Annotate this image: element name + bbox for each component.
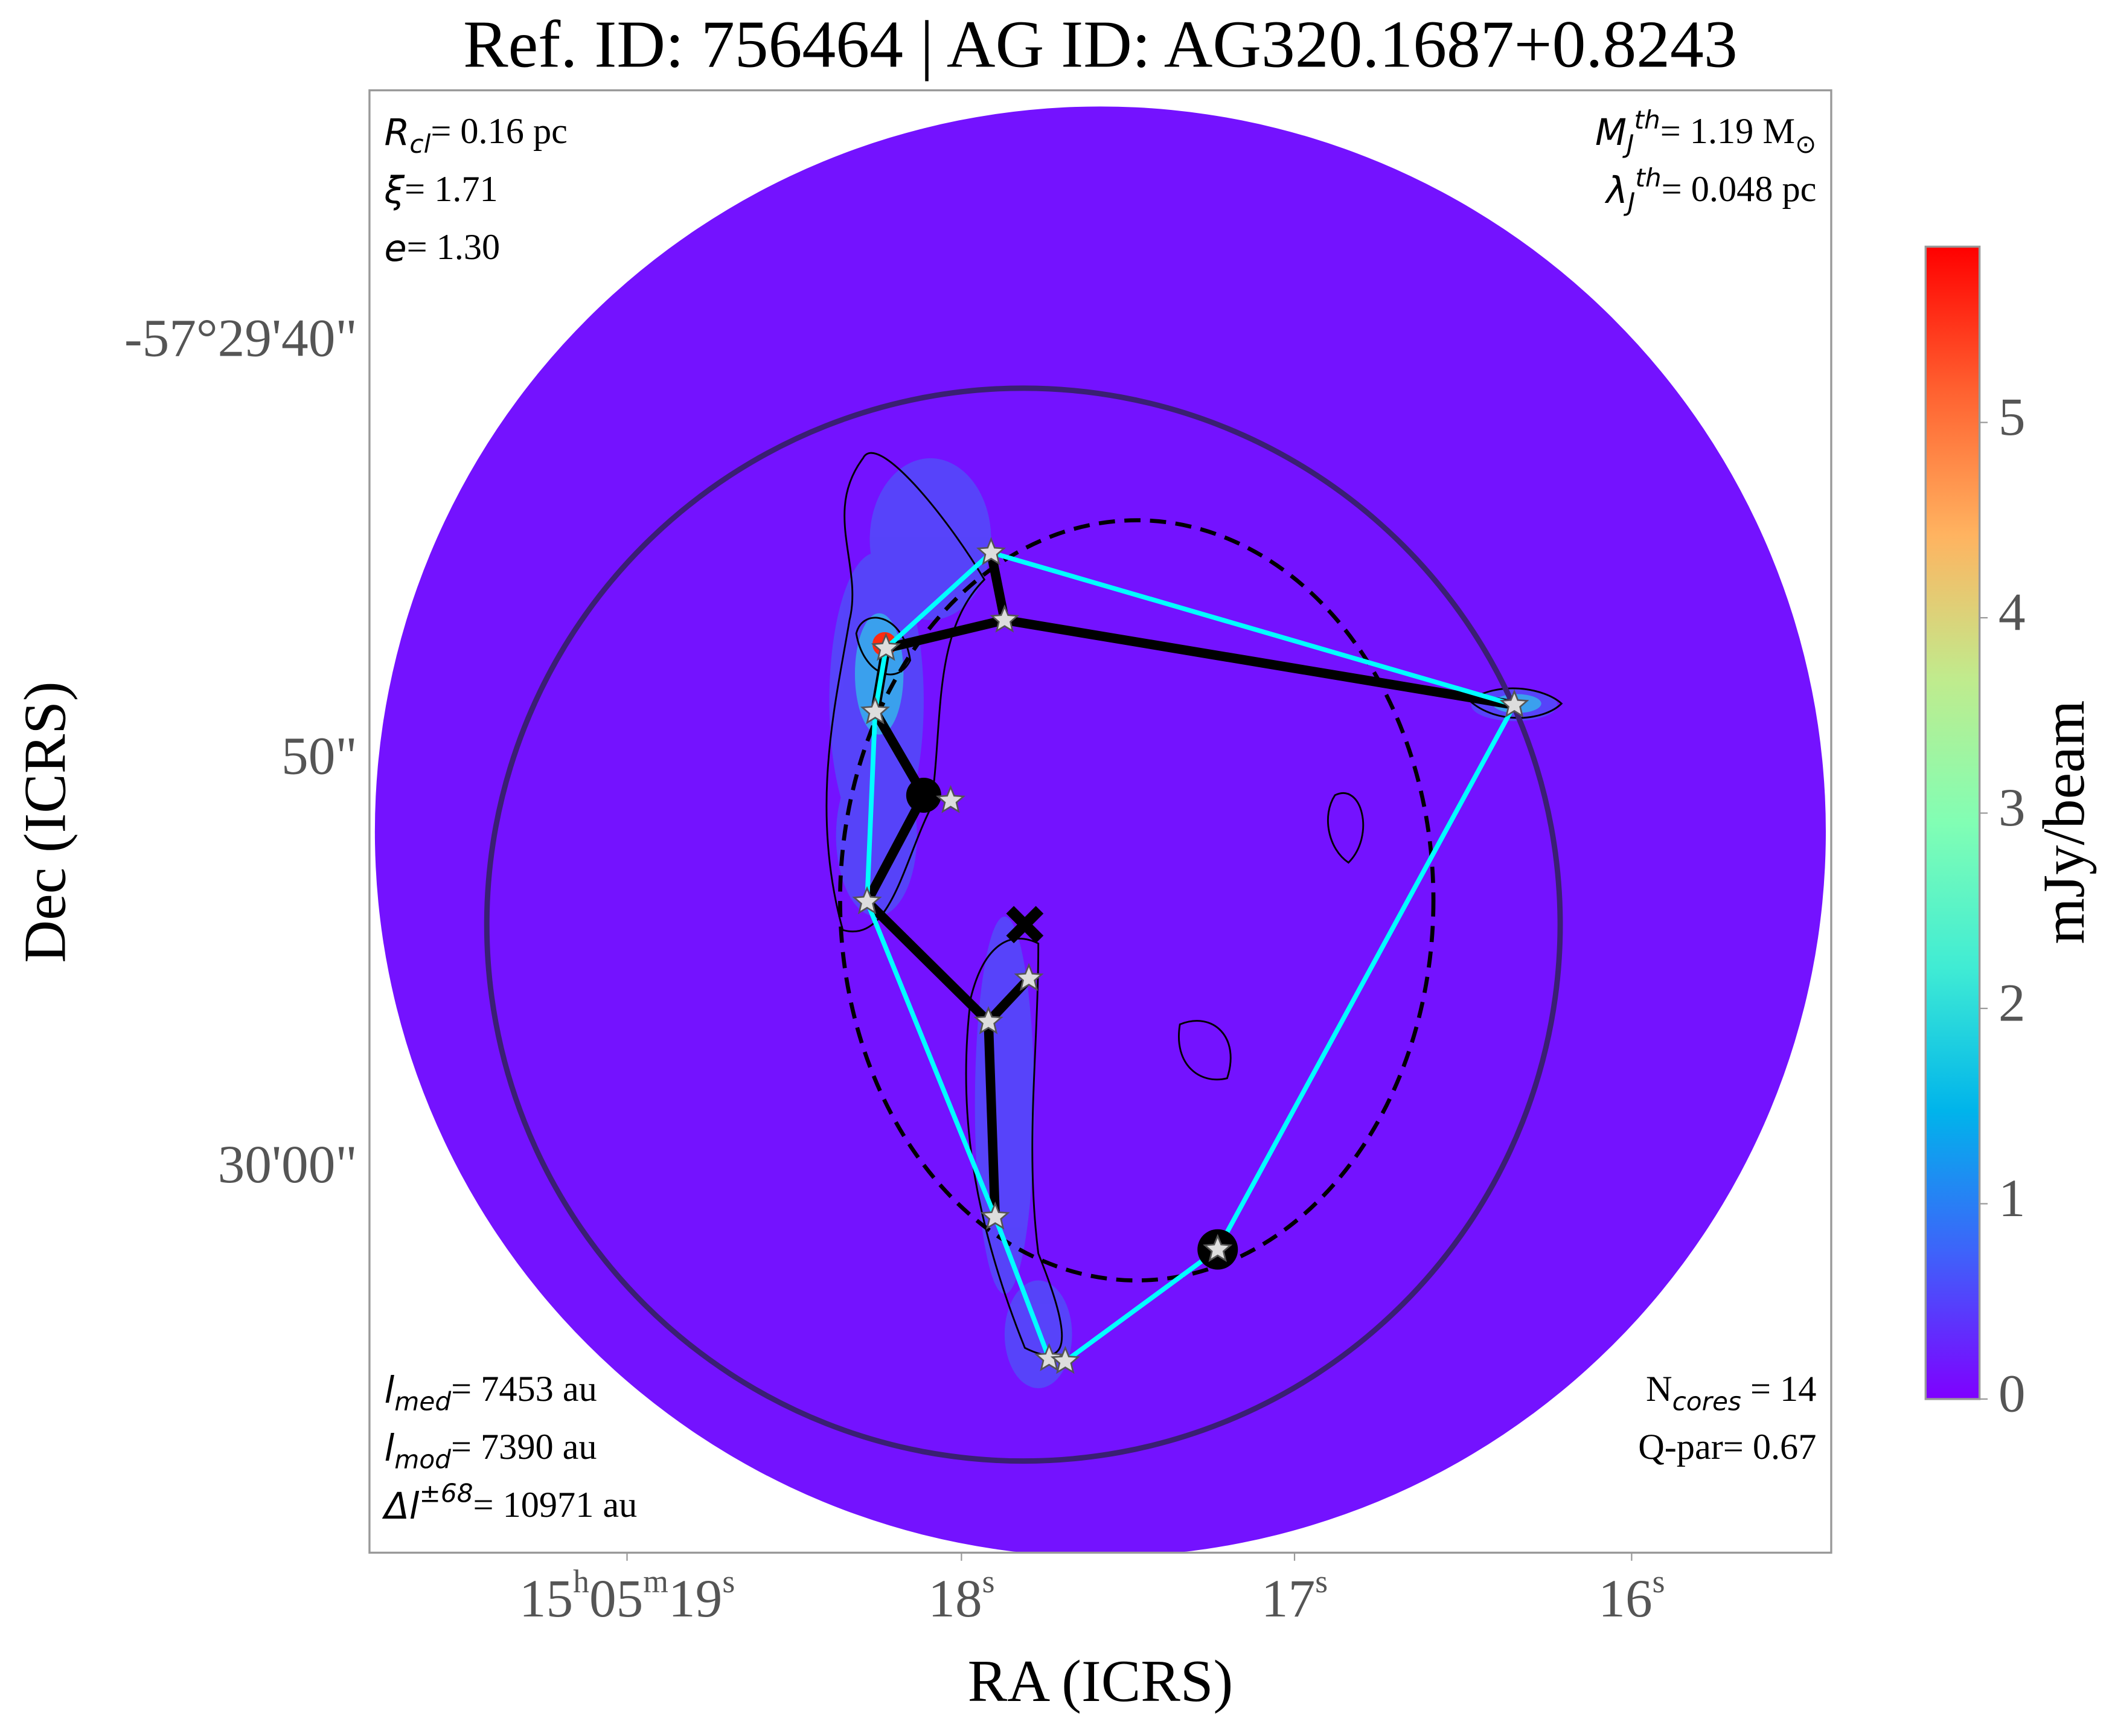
annotation: Rcl= 0.16 pc [385, 111, 568, 159]
annotation-part: R [385, 112, 410, 154]
annotation-part: Δl [382, 1485, 420, 1527]
x-tick-label: 16s [1598, 1563, 1665, 1628]
tick-part: s [1315, 1563, 1328, 1600]
chart-title: Ref. ID: 756464 | AG ID: AG320.1687+0.82… [463, 7, 1738, 82]
tick-part: 15 [519, 1569, 573, 1629]
tick-part: 18 [928, 1569, 982, 1629]
tick-part: s [982, 1563, 995, 1600]
annotation-part: ξ [384, 170, 405, 212]
annotation-part: cores [1672, 1386, 1741, 1416]
core-marker [1499, 689, 1529, 718]
y-tick-label: -57°29'40" [124, 309, 357, 368]
annotation-part: = 10971 au [473, 1485, 638, 1525]
colorbar-tick-label: 2 [1999, 973, 2026, 1033]
tick-part: m [643, 1563, 668, 1600]
annotation-part: e [385, 228, 407, 270]
annotation: MJth= 1.19 M⊙ [1595, 104, 1816, 158]
x-tick-label: 17s [1261, 1563, 1328, 1628]
colorbar-tick-label: 0 [1999, 1363, 2026, 1423]
y-tick-label: 30'00" [218, 1135, 357, 1194]
core-marker [1050, 1345, 1080, 1374]
core-marker [976, 537, 1006, 566]
annotation-part: = 1.30 [407, 227, 501, 267]
annotation-part: M [1595, 112, 1627, 154]
core-marker [980, 1201, 1010, 1230]
tick-part: 16 [1598, 1569, 1652, 1629]
annotation: lmod= 7390 au [385, 1427, 597, 1475]
core-marker [852, 886, 882, 915]
annotation: Δl±68= 10971 au [382, 1478, 638, 1527]
annotation: lmed= 7453 au [385, 1369, 597, 1417]
x-tick-label: 18s [928, 1563, 994, 1628]
annotation-part: mod [394, 1444, 451, 1474]
annotation-part: cl [409, 129, 430, 159]
colorbar-tick-label: 1 [1999, 1168, 2026, 1228]
core-marker [860, 696, 891, 725]
core-marker [973, 1006, 1003, 1034]
colorbar [1924, 245, 1981, 1400]
core-marker [935, 785, 966, 813]
annotation-part: th [1634, 104, 1660, 134]
tick-part: 19 [668, 1569, 722, 1629]
annotation: ξ= 1.71 [384, 169, 498, 212]
image [375, 106, 1826, 1553]
axes-frame [368, 89, 1832, 1554]
tick-part: h [573, 1563, 589, 1600]
annotation-part: = 1.19 M [1660, 111, 1795, 152]
annotation-part: l [385, 1369, 395, 1411]
annotation: λJth= 0.048 pc [1604, 162, 1816, 216]
core-marker [990, 604, 1020, 633]
core-marker [871, 632, 901, 661]
annotation-part: = 7390 au [451, 1427, 597, 1467]
tick-part: s [1653, 1563, 1665, 1600]
annotation-part: N [1646, 1369, 1672, 1409]
tick-part: s [722, 1563, 735, 1600]
annotation: Ncores = 14 [1646, 1369, 1816, 1417]
annotation-part: = 14 [1741, 1369, 1816, 1409]
annotation-part: ±68 [420, 1478, 473, 1508]
tick-part: 17 [1261, 1569, 1315, 1629]
annotation-part: l [385, 1427, 395, 1469]
x-axis-label: RA (ICRS) [968, 1648, 1234, 1714]
annotation-part: = 1.71 [405, 169, 498, 210]
colorbar-tick-label: 3 [1999, 778, 2026, 838]
annotation-part: Q-par= 0.67 [1638, 1427, 1816, 1467]
core-marker [1034, 1343, 1064, 1371]
annotation-part: med [394, 1386, 451, 1416]
core-marker [1014, 962, 1044, 991]
annotation-part: = 0.16 pc [430, 111, 568, 152]
annotation-part: = 7453 au [451, 1369, 597, 1409]
tick-part: 05 [589, 1569, 643, 1629]
annotation-part: ⊙ [1795, 129, 1816, 159]
annotation-part: = 0.048 pc [1662, 169, 1817, 210]
x-tick-label: 15h05m19s [519, 1563, 735, 1628]
annotation-part: λ [1604, 170, 1628, 212]
colorbar-label: mJy/beam [2031, 700, 2097, 944]
y-tick-label: 50" [281, 726, 357, 786]
colorbar-tick-label: 4 [1999, 583, 2026, 642]
annotation-part: th [1635, 162, 1661, 192]
core-marker [1203, 1234, 1233, 1263]
annotation: Q-par= 0.67 [1638, 1427, 1816, 1467]
y-axis-label: Dec (ICRS) [12, 681, 78, 962]
colorbar-tick-label: 5 [1999, 387, 2026, 447]
annotation: e= 1.30 [385, 227, 501, 270]
